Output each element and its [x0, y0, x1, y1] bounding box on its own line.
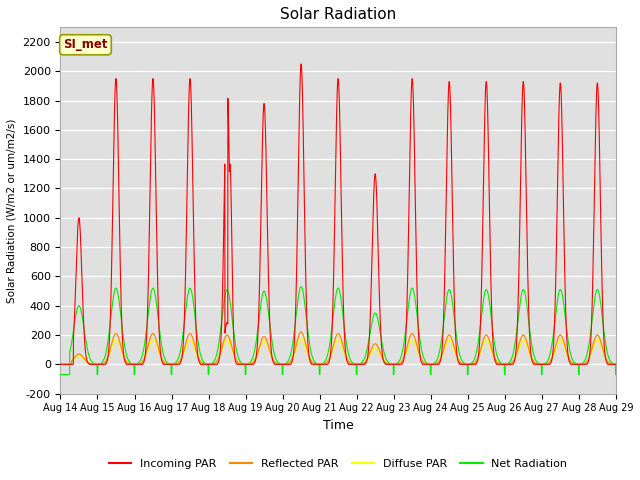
Title: Solar Radiation: Solar Radiation — [280, 7, 396, 22]
Text: SI_met: SI_met — [63, 38, 108, 51]
X-axis label: Time: Time — [323, 419, 353, 432]
Y-axis label: Solar Radiation (W/m2 or um/m2/s): Solar Radiation (W/m2 or um/m2/s) — [7, 118, 17, 302]
Legend: Incoming PAR, Reflected PAR, Diffuse PAR, Net Radiation: Incoming PAR, Reflected PAR, Diffuse PAR… — [104, 454, 572, 473]
